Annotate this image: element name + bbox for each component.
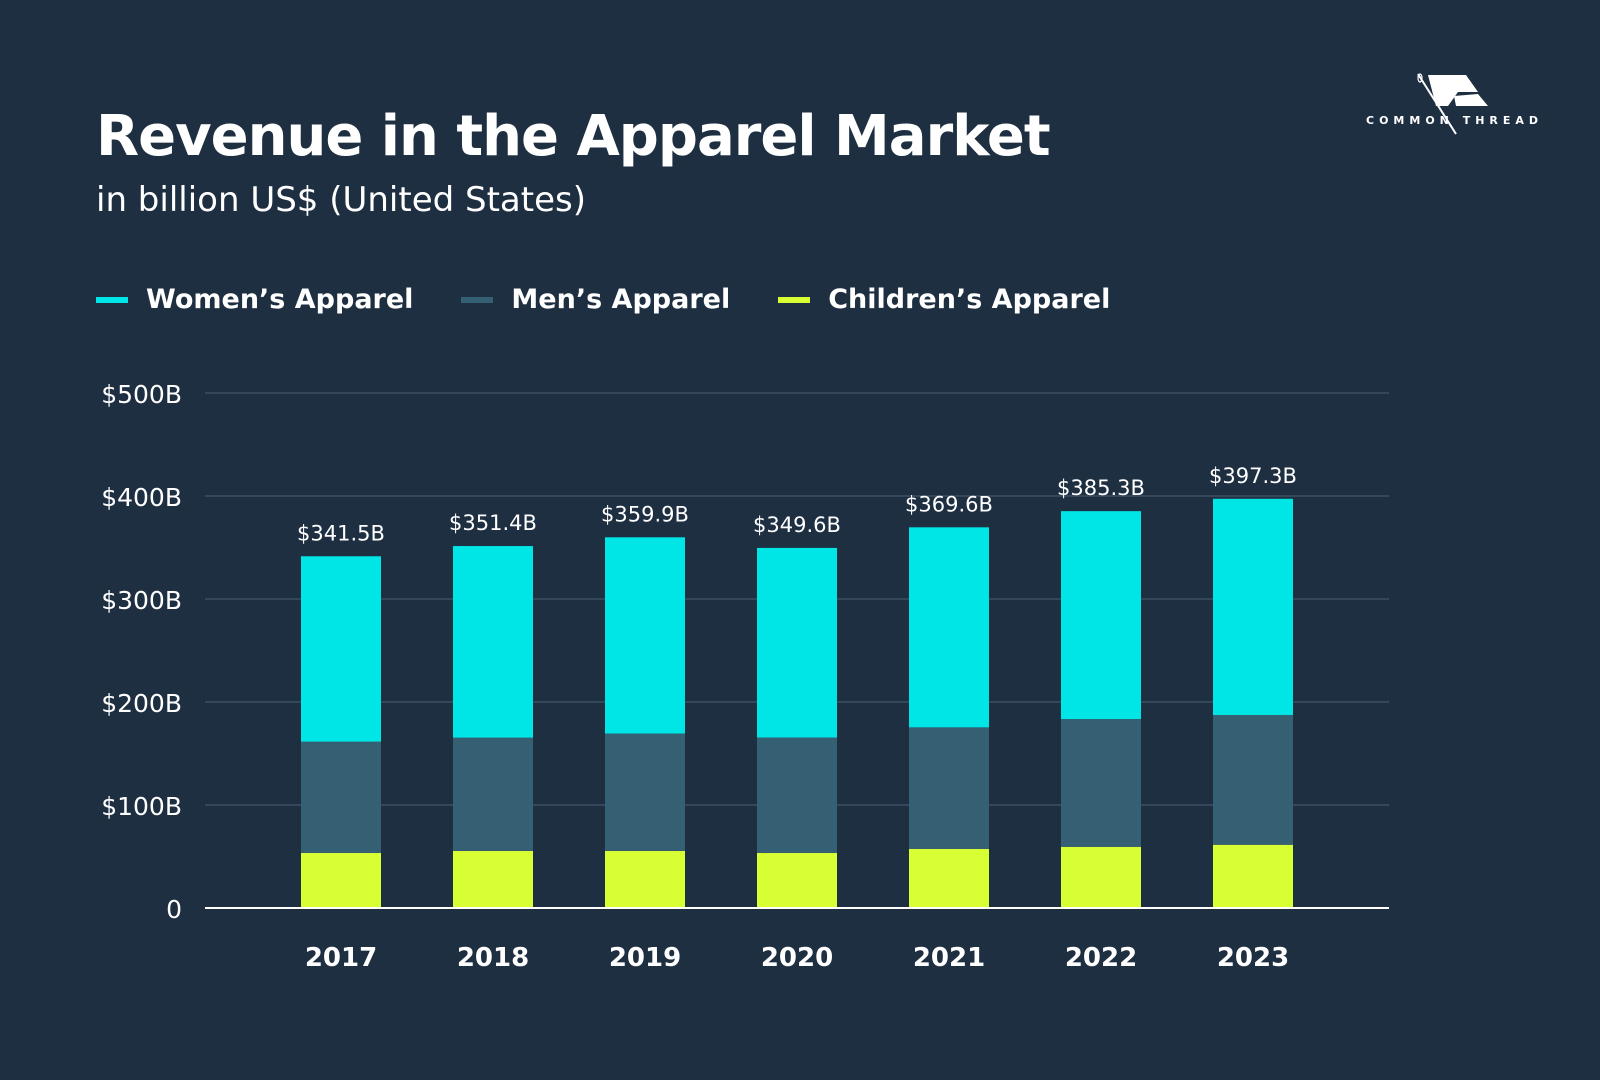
bar-segment	[453, 850, 533, 908]
logo: COMMON THREAD	[1366, 70, 1546, 140]
chart-subtitle: in billion US$ (United States)	[96, 180, 586, 220]
bar-segment	[909, 727, 989, 849]
bar-segment	[757, 737, 837, 853]
y-tick-label: $200B	[101, 689, 182, 718]
bar-segment	[1061, 846, 1141, 908]
bar-segment	[453, 546, 533, 738]
bar-segment	[453, 737, 533, 851]
y-tick-label: $100B	[101, 792, 182, 821]
bar-segment	[301, 556, 381, 742]
bar-segment	[909, 527, 989, 728]
chart-title: Revenue in the Apparel Market	[96, 104, 1051, 169]
bar-segment	[1213, 714, 1293, 845]
x-tick-label: 2019	[609, 943, 681, 973]
total-label: $385.3B	[1057, 476, 1145, 500]
total-label: $369.6B	[905, 492, 993, 516]
y-tick-label: $500B	[101, 380, 182, 409]
x-tick-label: 2021	[913, 943, 985, 973]
y-tick-label: $300B	[101, 586, 182, 615]
bar-segment	[301, 741, 381, 853]
legend-swatch	[461, 296, 494, 303]
bar-segment	[605, 733, 685, 851]
legend-label: Women’s Apparel	[146, 284, 414, 315]
bar-segment	[1213, 844, 1293, 908]
total-label: $397.3B	[1209, 464, 1297, 488]
legend-item-men: Men’s Apparel	[461, 284, 730, 315]
x-tick-label: 2017	[305, 943, 377, 973]
legend-item-children: Children’s Apparel	[778, 284, 1110, 315]
bar-segment	[1061, 719, 1141, 847]
bar-segment	[1213, 498, 1293, 715]
flag-needle-icon	[1417, 73, 1488, 135]
total-label: $351.4B	[449, 511, 537, 535]
legend-label: Children’s Apparel	[828, 284, 1111, 315]
y-tick-label: 0	[166, 895, 182, 924]
x-tick-label: 2022	[1065, 943, 1137, 973]
legend-item-women: Women’s Apparel	[96, 284, 413, 315]
total-label: $349.6B	[753, 513, 841, 537]
x-tick-label: 2018	[457, 943, 529, 973]
bar-segment	[909, 848, 989, 908]
bar-segment	[301, 852, 381, 908]
y-tick-label: $400B	[101, 483, 182, 512]
bar-segment	[605, 537, 685, 734]
bar-segment	[757, 852, 837, 908]
legend-label: Men’s Apparel	[511, 284, 731, 315]
legend-swatch	[778, 296, 811, 303]
bar-segment	[605, 850, 685, 908]
total-label: $341.5B	[297, 521, 385, 545]
total-label: $359.9B	[601, 502, 689, 526]
legend-swatch	[96, 296, 128, 303]
x-tick-label: 2023	[1217, 943, 1289, 973]
logo-text: COMMON THREAD	[1366, 114, 1544, 127]
bar-segment	[1061, 511, 1141, 720]
x-tick-label: 2020	[761, 943, 833, 973]
bar-segment	[757, 547, 837, 738]
legend: Women’s Apparel Men’s Apparel Children’s…	[96, 284, 1110, 315]
